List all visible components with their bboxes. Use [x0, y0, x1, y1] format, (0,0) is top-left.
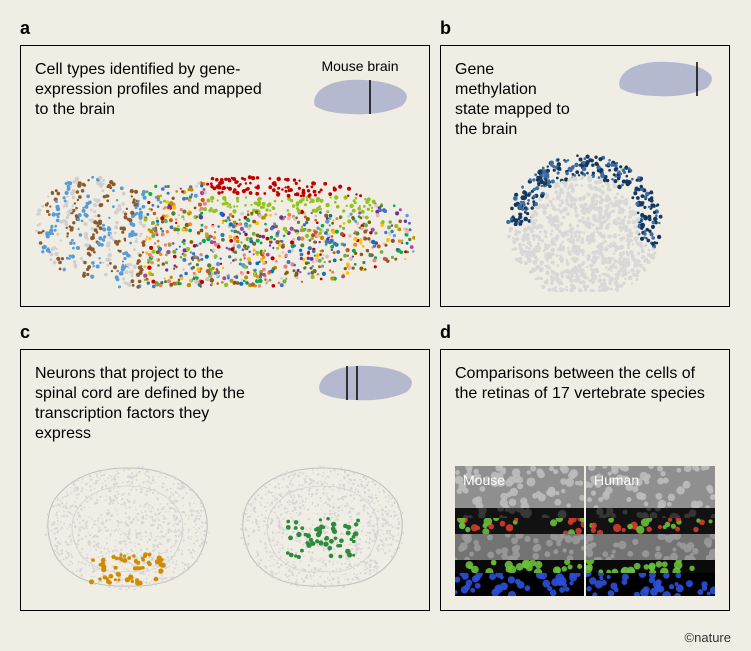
- panel-c: c Neurons that project to the spinal cor…: [20, 322, 430, 612]
- panel-a-brain-icon-label: Mouse brain: [305, 58, 415, 74]
- panel-a-caption: Cell types identified by gene-expression…: [35, 60, 265, 120]
- panel-a-box: Cell types identified by gene-expression…: [20, 45, 430, 307]
- retina-label-human: Human: [594, 472, 639, 488]
- mouse-brain-icon: [310, 76, 410, 118]
- panel-b-box: Gene methylation state mapped to the bra…: [440, 45, 730, 307]
- credit-text: ©nature: [685, 630, 731, 645]
- panel-b-label: b: [440, 18, 730, 39]
- panel-d: d Comparisons between the cells of the r…: [440, 322, 730, 612]
- mouse-brain-icon: [615, 58, 715, 100]
- retina-image-mouse: Mouse: [455, 466, 584, 596]
- retina-label-mouse: Mouse: [463, 472, 505, 488]
- panel-c-caption: Neurons that project to the spinal cord …: [35, 364, 245, 444]
- panel-c-viz: [35, 456, 415, 596]
- panel-b-caption: Gene methylation state mapped to the bra…: [455, 60, 575, 140]
- panel-a-brain-icon-wrap: Mouse brain: [305, 58, 415, 123]
- panel-b: b Gene methylation state mapped to the b…: [440, 18, 730, 308]
- panel-d-viz: Mouse Human: [455, 466, 715, 596]
- panel-c-label: c: [20, 322, 430, 343]
- figure-grid: a Cell types identified by gene-expressi…: [20, 18, 731, 612]
- panel-c-brain-icon-wrap: [315, 362, 415, 409]
- panel-c-slice-2: [230, 456, 415, 596]
- panel-d-label: d: [440, 322, 730, 343]
- retina-image-human: Human: [586, 466, 715, 596]
- panel-a: a Cell types identified by gene-expressi…: [20, 18, 430, 308]
- panel-a-label: a: [20, 18, 430, 39]
- panel-b-brain-icon-wrap: [615, 58, 715, 105]
- panel-d-caption: Comparisons between the cells of the ret…: [455, 364, 705, 404]
- panel-d-box: Comparisons between the cells of the ret…: [440, 349, 730, 611]
- panel-a-viz: [35, 152, 415, 292]
- panel-c-slice-1: [35, 456, 220, 596]
- mouse-brain-icon: [315, 362, 415, 404]
- panel-b-viz: [501, 142, 669, 292]
- panel-c-box: Neurons that project to the spinal cord …: [20, 349, 430, 611]
